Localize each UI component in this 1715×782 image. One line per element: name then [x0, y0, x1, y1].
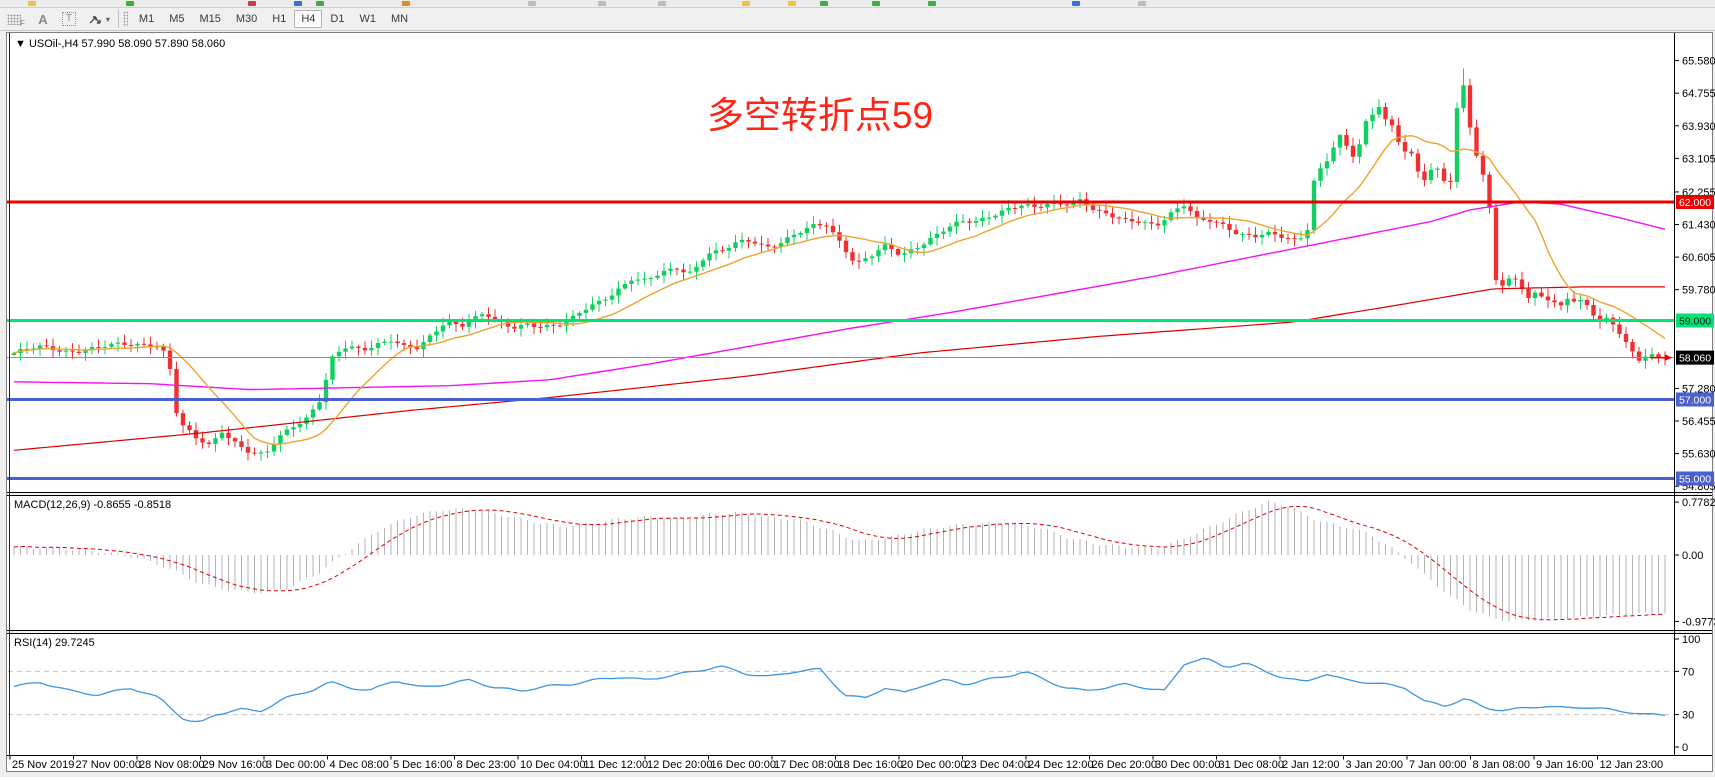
price-badge [1676, 392, 1714, 407]
grid-icon [7, 13, 21, 25]
price-chart-svg[interactable]: MACD(12,26,9) -0.8655 -0.8518 RSI(14) 29.… [0, 31, 1715, 777]
symbol-ohlc-header[interactable]: ▼ USOil-,H4 57.990 58.090 57.890 58.060 [15, 38, 225, 50]
price-tick-label: 57.280 [1682, 383, 1715, 395]
price-tick-label: 63.930 [1682, 121, 1715, 133]
timeframe-button-h1[interactable]: H1 [265, 10, 293, 28]
text-a-icon: A [38, 11, 48, 27]
slow-ma-line [13, 286, 1665, 451]
chart-window-background [7, 33, 1712, 771]
price-badge-label: 62.000 [1679, 197, 1711, 209]
price-badge-label: 57.000 [1679, 395, 1711, 407]
price-tick-label: 64.755 [1682, 88, 1715, 100]
time-tick-label: 5 Dec 16:00 [393, 759, 452, 771]
fast-ma-line [13, 134, 1666, 446]
time-tick-label: 4 Dec 08:00 [330, 759, 389, 771]
main-toolbar: F A T ▾ M1 M5 M15 M30 H1 H4 D1 W1 MN [0, 8, 1715, 31]
price-badge [1676, 313, 1714, 328]
grid-tool-button[interactable]: F [3, 9, 29, 29]
timeframe-button-m5[interactable]: M5 [162, 10, 191, 28]
macd-signal-line [13, 505, 1666, 621]
timeframe-button-d1[interactable]: D1 [323, 10, 351, 28]
time-tick-label: 16 Dec 00:00 [711, 759, 776, 771]
time-tick-label: 20 Dec 00:00 [901, 759, 966, 771]
arrows-icon [89, 16, 101, 24]
time-tick-label: 28 Nov 08:00 [139, 759, 204, 771]
horizontal-level-lines[interactable] [7, 200, 1674, 480]
rsi-tick-label: 30 [1682, 710, 1694, 722]
dropdown-caret-icon: ▾ [105, 14, 110, 24]
arrows-tool-button[interactable]: ▾ [83, 9, 114, 29]
price-badge [1676, 195, 1714, 209]
time-tick-label: 18 Dec 16:00 [838, 759, 903, 771]
timeframe-button-m30[interactable]: M30 [229, 10, 264, 28]
text-tool-button[interactable]: A [31, 9, 55, 29]
time-tick-label: 2 Jan 12:00 [1282, 759, 1340, 771]
price-badge-label: 55.000 [1679, 474, 1711, 486]
candlestick-series [11, 68, 1668, 461]
grid-icon-label: F [20, 19, 25, 28]
time-tick-label: 29 Nov 16:00 [203, 759, 268, 771]
time-tick-label: 9 Jan 16:00 [1536, 759, 1594, 771]
macd-label: MACD(12,26,9) -0.8655 -0.8518 [14, 499, 171, 511]
rsi-tick-label: 0 [1682, 742, 1688, 754]
top-toolbar-partial [0, 0, 1715, 8]
mid-ma-line [13, 201, 1666, 391]
timeframe-button-group: M1 M5 M15 M30 H1 H4 D1 W1 MN [132, 10, 416, 28]
timeframe-button-h4[interactable]: H4 [294, 10, 323, 28]
timeframe-group-drag-handle[interactable] [122, 11, 128, 27]
macd-tick-label: 0.7782 [1682, 497, 1715, 509]
price-tick-label: 61.430 [1682, 220, 1715, 232]
price-tick-label: 65.580 [1682, 56, 1715, 68]
time-tick-label: 8 Dec 23:00 [457, 759, 516, 771]
price-tick-label: 55.630 [1682, 449, 1715, 461]
time-tick-label: 12 Dec 20:00 [647, 759, 712, 771]
time-tick-label: 27 Nov 00:00 [76, 759, 141, 771]
moving-average-lines [13, 134, 1666, 451]
macd-histogram [13, 500, 1666, 622]
macd-tick-label: 0.00 [1682, 550, 1703, 562]
time-tick-label: 25 Nov 2019 [12, 759, 74, 771]
price-axis: 65.58064.75563.93063.10562.25561.43060.6… [1674, 56, 1715, 754]
annotation-text: 多空转折点59 [707, 95, 933, 136]
price-tick-label: 59.780 [1682, 285, 1715, 297]
toolbar-separator [117, 10, 119, 28]
time-tick-label: 31 Dec 08:00 [1219, 759, 1284, 771]
rsi-tick-label: 70 [1682, 666, 1694, 678]
time-tick-label: 7 Jan 00:00 [1409, 759, 1467, 771]
time-tick-label: 17 Dec 08:00 [774, 759, 839, 771]
macd-panel: MACD(12,26,9) -0.8655 -0.8518 [13, 499, 1666, 622]
time-tick-label: 12 Jan 23:00 [1600, 759, 1664, 771]
time-tick-label: 3 Dec 00:00 [266, 759, 325, 771]
timeframe-button-mn[interactable]: MN [384, 10, 415, 28]
time-tick-label: 10 Dec 04:00 [520, 759, 585, 771]
macd-tick-label: -0.9773 [1682, 616, 1715, 628]
time-tick-label: 23 Dec 04:00 [965, 759, 1030, 771]
time-tick-label: 8 Jan 08:00 [1473, 759, 1531, 771]
time-tick-label: 24 Dec 12:00 [1028, 759, 1093, 771]
time-tick-label: 11 Dec 12:00 [584, 759, 649, 771]
rsi-panel: RSI(14) 29.7245 [8, 637, 1674, 723]
rsi-line [13, 657, 1666, 723]
chart-area[interactable]: MACD(12,26,9) -0.8655 -0.8518 RSI(14) 29.… [0, 31, 1715, 777]
price-tick-label: 56.455 [1682, 416, 1715, 428]
text-box-icon: T [61, 12, 76, 26]
current-price-arrow [1650, 354, 1672, 361]
price-badge-label: 59.000 [1679, 316, 1711, 328]
price-badge [1676, 350, 1714, 365]
timeframe-button-m1[interactable]: M1 [132, 10, 161, 28]
time-tick-label: 26 Dec 20:00 [1092, 759, 1157, 771]
textbox-tool-button[interactable]: T [57, 9, 81, 29]
time-tick-label: 3 Jan 20:00 [1346, 759, 1404, 771]
timeframe-button-m15[interactable]: M15 [192, 10, 227, 28]
timeframe-button-w1[interactable]: W1 [352, 10, 383, 28]
price-tick-label: 60.605 [1682, 252, 1715, 264]
price-tick-label: 63.105 [1682, 153, 1715, 165]
rsi-tick-label: 100 [1682, 634, 1700, 646]
rsi-label: RSI(14) 29.7245 [14, 637, 95, 649]
window-bottom-strip [0, 772, 1715, 777]
price-badge-label: 58.060 [1679, 353, 1711, 365]
price-badge [1676, 471, 1714, 486]
time-tick-label: 30 Dec 00:00 [1155, 759, 1220, 771]
